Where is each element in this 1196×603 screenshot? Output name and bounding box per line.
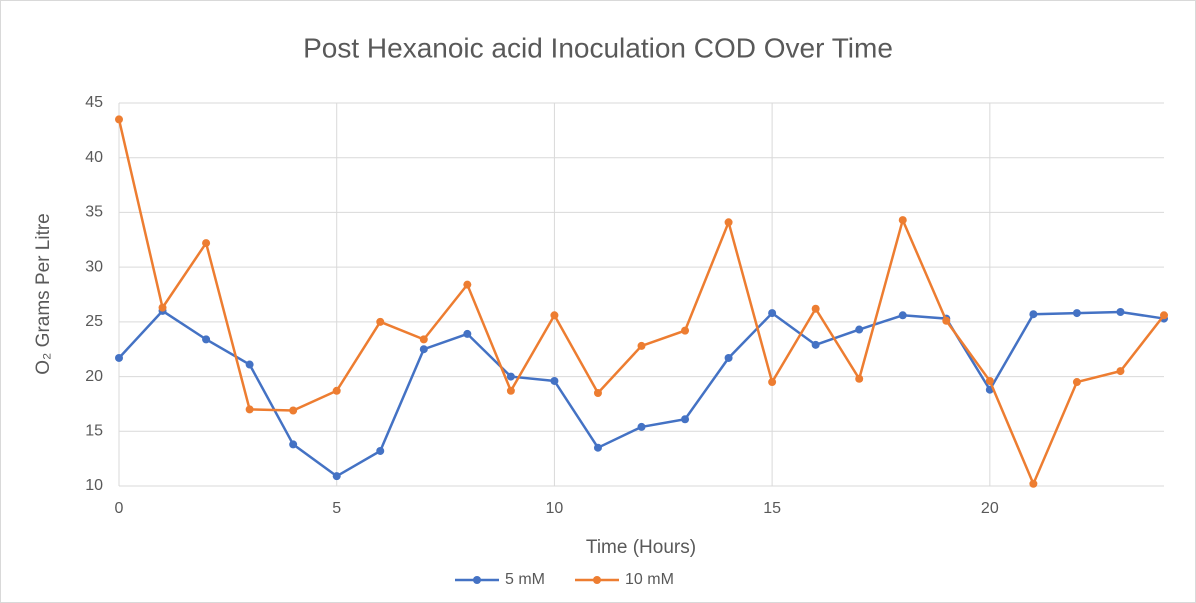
y-tick-label: 10: [85, 477, 103, 494]
data-point: [1160, 311, 1168, 320]
x-tick-label: 10: [546, 500, 564, 517]
y-tick-label: 40: [85, 149, 103, 166]
data-point: [1029, 310, 1038, 319]
data-point: [115, 115, 123, 124]
y-tick-label: 20: [85, 368, 103, 385]
legend-label: 10 mM: [625, 571, 674, 588]
data-point: [332, 386, 341, 395]
data-point: [332, 472, 341, 481]
data-point: [724, 218, 733, 227]
legend-label: 5 mM: [505, 571, 545, 588]
y-tick-label: 35: [85, 204, 103, 221]
data-point: [1116, 308, 1125, 317]
legend-marker: [593, 576, 601, 584]
legend-marker: [473, 576, 481, 584]
data-point: [1029, 479, 1038, 488]
data-point: [506, 372, 515, 381]
data-point: [898, 216, 907, 225]
data-point: [376, 317, 385, 326]
data-point: [724, 353, 733, 362]
x-tick-label: 0: [115, 500, 124, 517]
data-point: [681, 415, 690, 424]
data-point: [768, 309, 777, 318]
data-point: [681, 326, 690, 335]
data-point: [463, 280, 472, 289]
data-point: [376, 446, 385, 455]
chart-title: Post Hexanoic acid Inoculation COD Over …: [303, 32, 893, 63]
data-point: [855, 374, 864, 383]
data-point: [158, 303, 167, 312]
data-point: [593, 443, 602, 452]
data-point: [245, 405, 254, 414]
y-tick-label: 30: [85, 258, 103, 275]
data-point: [811, 304, 820, 313]
data-point: [942, 316, 951, 325]
x-tick-label: 5: [332, 500, 341, 517]
x-tick-label: 15: [763, 500, 781, 517]
data-point: [1072, 309, 1081, 318]
data-point: [506, 386, 515, 395]
data-point: [550, 311, 559, 320]
y-tick-label: 25: [85, 313, 103, 330]
y-tick-label: 45: [85, 94, 103, 111]
data-point: [985, 376, 994, 385]
data-point: [811, 340, 820, 349]
data-point: [637, 341, 646, 350]
data-point: [245, 360, 254, 369]
data-point: [855, 325, 864, 334]
y-axis-label: O₂ Grams Per Litre: [33, 213, 54, 375]
data-point: [898, 311, 907, 320]
y-tick-label: 15: [85, 423, 103, 440]
data-point: [419, 345, 428, 354]
x-axis-label: Time (Hours): [586, 537, 696, 558]
data-point: [1116, 367, 1125, 376]
data-point: [768, 378, 777, 387]
data-point: [593, 388, 602, 397]
data-point: [1072, 378, 1081, 387]
data-point: [419, 335, 428, 344]
data-point: [637, 422, 646, 431]
data-point: [289, 406, 298, 415]
data-point: [550, 376, 559, 385]
data-point: [115, 353, 123, 362]
x-tick-label: 20: [981, 500, 999, 517]
data-point: [463, 329, 472, 338]
data-point: [202, 239, 211, 248]
data-point: [289, 440, 298, 449]
data-point: [202, 335, 211, 344]
